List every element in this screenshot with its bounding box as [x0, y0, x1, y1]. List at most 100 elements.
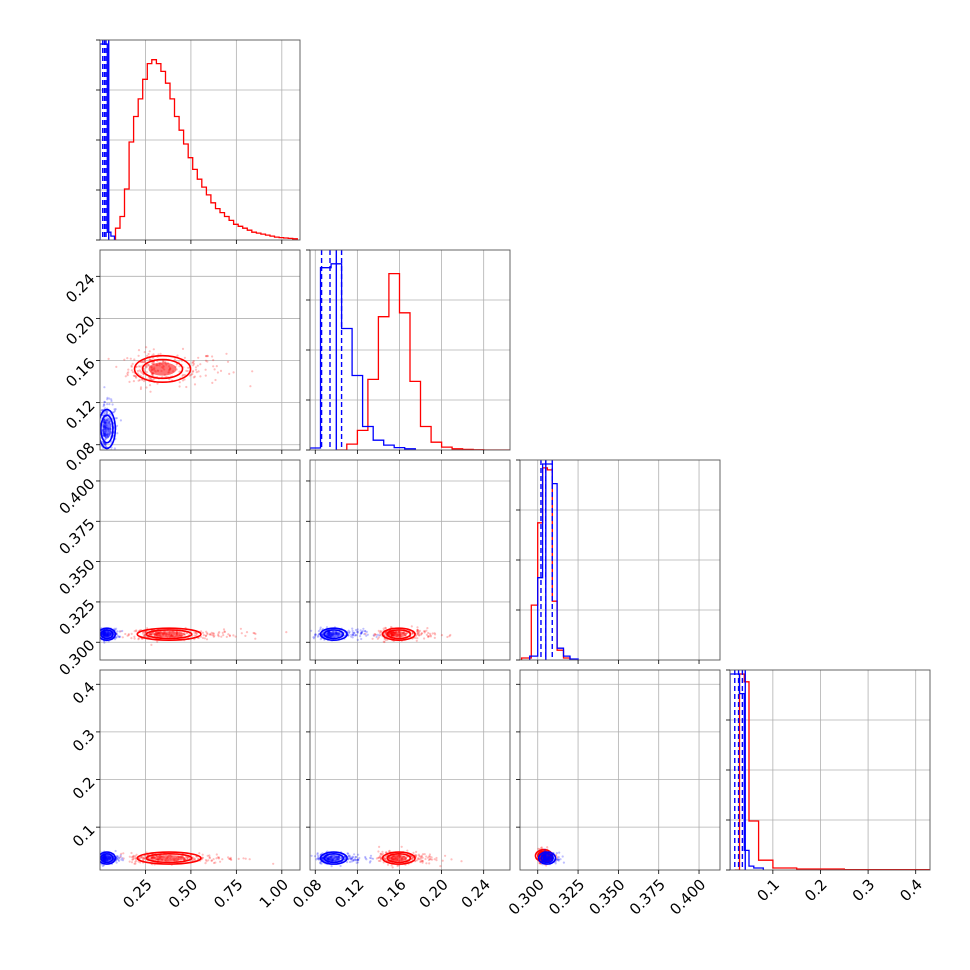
- scatter-point: [317, 856, 320, 859]
- scatter-point: [421, 859, 425, 863]
- scatter-point: [108, 451, 110, 453]
- y-tick-label: 0.12: [62, 396, 98, 432]
- scatter-point: [359, 632, 363, 635]
- scatter-point: [211, 634, 215, 637]
- scatter-point: [150, 855, 153, 859]
- scatter-point: [540, 846, 543, 850]
- scatter-point: [194, 631, 198, 635]
- scatter-point: [197, 356, 200, 359]
- histogram-red: [114, 59, 298, 240]
- scatter-point: [358, 856, 361, 860]
- scatter-point: [428, 857, 431, 861]
- x-tick-label: 0.3: [849, 876, 879, 906]
- scatter-point: [416, 632, 419, 635]
- scatter-point: [380, 852, 383, 855]
- scatter-point: [285, 631, 288, 634]
- scatter-point: [198, 852, 201, 855]
- scatter-point: [252, 631, 255, 635]
- scatter-point: [317, 630, 320, 633]
- scatter-point: [129, 357, 132, 360]
- scatter-point: [187, 366, 190, 369]
- scatter-point: [450, 858, 453, 861]
- scatter-point: [185, 632, 188, 635]
- density-contour: [323, 629, 345, 640]
- scatter-point: [556, 858, 559, 861]
- scatter-point: [351, 636, 354, 639]
- scatter-point: [113, 638, 117, 641]
- scatter-point: [356, 630, 360, 633]
- scatter-point: [379, 858, 382, 861]
- scatter-point: [390, 625, 393, 629]
- grid-lines: [100, 40, 300, 240]
- scatter-point: [208, 633, 212, 636]
- scatter-point: [347, 629, 350, 632]
- scatter-point: [208, 854, 211, 857]
- scatter-point: [356, 631, 359, 634]
- density-contour: [100, 414, 114, 444]
- scatter-point: [141, 360, 144, 364]
- density-contour: [145, 853, 193, 864]
- scatter-point: [201, 856, 204, 860]
- scatter-point: [191, 372, 194, 376]
- axes-frame: [309, 669, 511, 871]
- scatter-point: [139, 387, 142, 391]
- scatter-point: [146, 627, 149, 630]
- scatter-point: [351, 633, 355, 637]
- scatter-point: [132, 857, 135, 860]
- density-contour: [319, 627, 348, 641]
- scatter-point: [130, 861, 134, 864]
- scatter-point: [213, 368, 216, 371]
- scatter-point: [382, 627, 385, 630]
- y-tick-label: 0.16: [62, 354, 98, 390]
- scatter-point: [212, 365, 215, 368]
- density-core: [102, 631, 112, 638]
- scatter-point: [411, 856, 414, 859]
- scatter-point: [133, 374, 136, 377]
- scatter-point: [193, 631, 196, 635]
- scatter-point: [418, 634, 421, 637]
- scatter-point: [540, 846, 543, 849]
- scatter-point: [357, 858, 360, 862]
- scatter-point: [310, 629, 313, 632]
- scatter-point: [434, 633, 437, 636]
- scatter-point: [237, 857, 240, 861]
- scatter-point: [320, 862, 323, 865]
- scatter-point: [230, 858, 233, 862]
- scatter-point: [316, 857, 319, 860]
- scatter-point: [111, 403, 114, 406]
- scatter-point: [417, 853, 420, 856]
- scatter-point: [106, 398, 109, 401]
- scatter-point: [359, 635, 362, 638]
- histogram-red: [336, 272, 510, 450]
- scatter-point: [143, 631, 147, 634]
- scatter-point: [210, 859, 214, 862]
- scatter-point: [373, 633, 376, 636]
- scatter-point: [204, 359, 208, 362]
- grid-lines: [520, 460, 720, 660]
- scatter-point: [204, 858, 208, 862]
- scatter-point: [126, 634, 129, 637]
- density-core: [153, 631, 185, 638]
- scatter-point: [121, 636, 124, 639]
- scatter-point: [106, 396, 109, 399]
- scatter-point: [435, 856, 438, 860]
- scatter-point: [205, 355, 208, 358]
- scatter-point: [192, 360, 195, 363]
- panel-content: [310, 845, 463, 869]
- density-core: [148, 362, 177, 376]
- y-tick-label: 0.350: [55, 555, 98, 598]
- scatter-point: [439, 865, 442, 868]
- scatter-point: [426, 856, 430, 859]
- scatter-point: [137, 638, 140, 641]
- scatter-point: [417, 630, 420, 633]
- density-contour: [136, 851, 202, 865]
- scatter-point: [186, 369, 189, 373]
- scatter-point: [108, 418, 111, 421]
- scatter-point: [216, 856, 219, 859]
- scatter-point: [191, 361, 194, 364]
- axes-frame: [99, 669, 301, 871]
- scatter-point: [210, 631, 213, 635]
- scatter-point: [148, 632, 152, 635]
- scatter-point: [418, 858, 421, 861]
